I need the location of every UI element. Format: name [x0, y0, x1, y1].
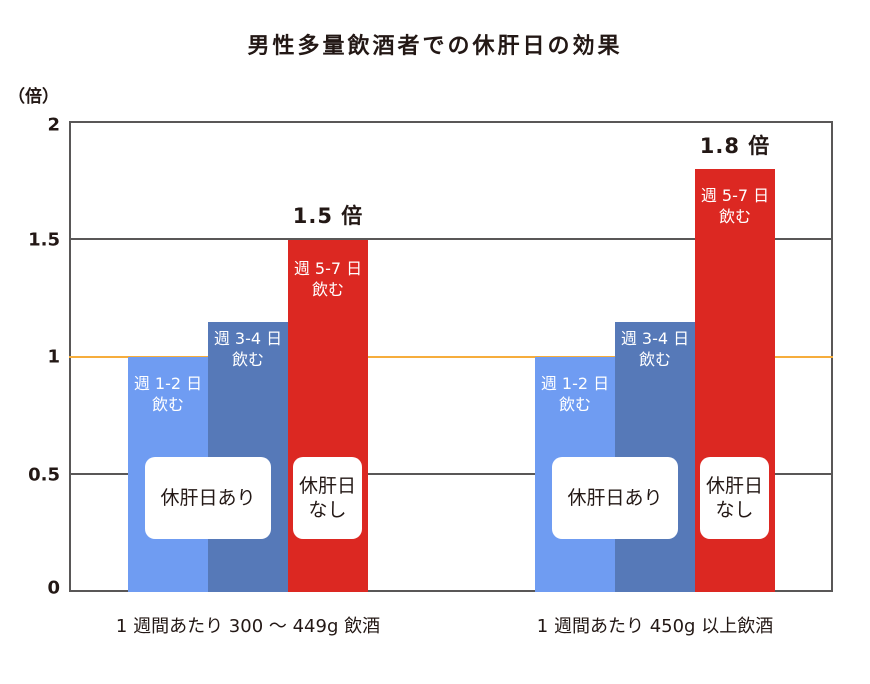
y-tick-1-5: 1.5	[28, 229, 60, 251]
bar-label-line1: 週 3-4 日	[213, 329, 283, 348]
value-label-group2: 1.8 倍	[699, 134, 771, 158]
bar-label-line1: 週 5-7 日	[293, 259, 363, 278]
reference-line-1	[69, 356, 833, 358]
y-axis-unit: （倍）	[8, 87, 59, 107]
tag-line1: 休肝日	[298, 475, 356, 497]
bar-label-line2: 飲む	[638, 350, 671, 369]
tag-no-rest-day-group2: 休肝日 なし	[700, 457, 769, 539]
tag-no-rest-day-group1: 休肝日 なし	[293, 457, 362, 539]
bar-label-line1: 週 1-2 日	[540, 374, 610, 393]
tag-rest-day-group2: 休肝日あり	[552, 457, 678, 539]
value-label-group1: 1.5 倍	[292, 204, 364, 228]
bar-label-line2: 飲む	[718, 207, 751, 226]
bar-label-line1: 週 1-2 日	[133, 374, 203, 393]
y-tick-0-5: 0.5	[28, 464, 60, 486]
tag-line2: なし	[308, 499, 347, 521]
gridline-2	[69, 121, 833, 123]
chart-title: 男性多量飲酒者での休肝日の効果	[247, 34, 623, 59]
y-tick-0: 0	[47, 577, 60, 599]
tag-line1: 休肝日	[705, 475, 763, 497]
bar-label-line1: 週 3-4 日	[620, 329, 690, 348]
bar-label: 週 3-4 日 飲む	[208, 328, 288, 370]
bar-group1-5-7-days: 週 5-7 日 飲む	[288, 240, 368, 592]
y-tick-1: 1	[47, 346, 60, 368]
bar-label: 週 5-7 日 飲む	[695, 185, 775, 227]
gridline-1-5	[69, 238, 833, 240]
bar-label: 週 1-2 日 飲む	[535, 373, 615, 415]
gridline-0-5	[69, 473, 833, 475]
bar-label-line2: 飲む	[231, 350, 264, 369]
bar-label: 週 5-7 日 飲む	[288, 258, 368, 300]
bar-label-line2: 飲む	[311, 280, 344, 299]
bar-label-line1: 週 5-7 日	[700, 186, 770, 205]
bar-label: 週 1-2 日 飲む	[128, 373, 208, 415]
bar-label-line2: 飲む	[151, 395, 184, 414]
bar-label-line2: 飲む	[558, 395, 591, 414]
y-tick-2: 2	[47, 114, 60, 136]
bar-label: 週 3-4 日 飲む	[615, 328, 695, 370]
tag-line2: なし	[715, 499, 754, 521]
x-category-450g-plus: 1 週間あたり 450g 以上飲酒	[536, 616, 774, 637]
x-category-300-449g: 1 週間あたり 300 ～ 449g 飲酒	[115, 616, 381, 637]
tag-rest-day-group1: 休肝日あり	[145, 457, 271, 539]
